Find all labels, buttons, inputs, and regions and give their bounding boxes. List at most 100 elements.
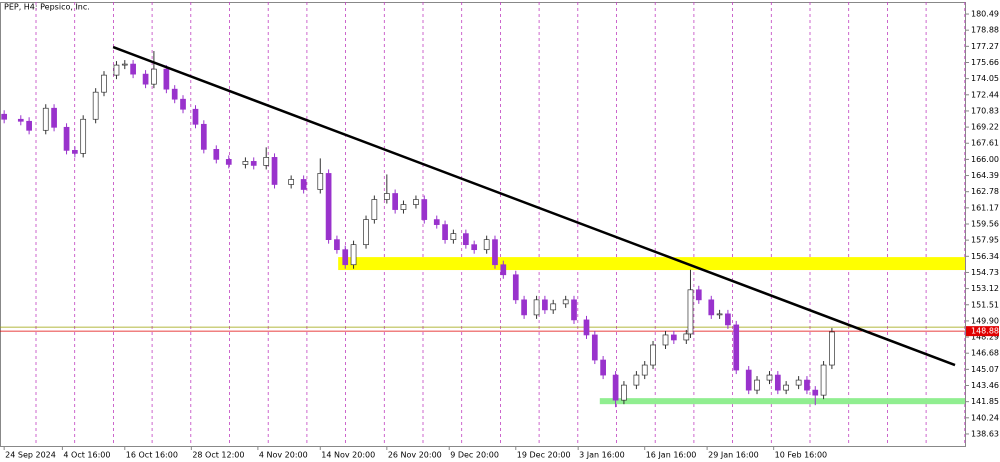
candle-body: [471, 244, 478, 251]
candle-body: [17, 118, 24, 122]
candle-body: [200, 123, 207, 150]
plot-frame: [0, 2, 966, 447]
y-tick-label: 143.46: [971, 381, 999, 390]
candle-body: [463, 233, 469, 246]
candle-body: [450, 233, 457, 240]
candle-body: [263, 157, 270, 166]
y-tick-label: 169.22: [971, 123, 999, 132]
candle-body: [288, 179, 295, 185]
x-tick-label: 19 Dec 20:00: [517, 451, 571, 460]
candle-body: [521, 299, 527, 316]
y-tick-label: 140.24: [971, 413, 999, 422]
candle-body: [829, 331, 835, 366]
x-tick-label: 26 Nov 20:00: [388, 451, 442, 460]
x-tick-label: 4 Nov 20:00: [259, 451, 308, 460]
candle-body: [662, 334, 669, 346]
candle-body: [433, 219, 440, 225]
candle-body: [695, 289, 702, 301]
candle-body: [804, 379, 810, 391]
y-tick-label: 180.49: [971, 10, 999, 19]
candle-body: [442, 224, 448, 240]
candle-body: [101, 74, 107, 93]
x-tick-label: 16 Jan 16:00: [646, 451, 697, 460]
candle-body: [600, 359, 606, 376]
chart-title: PEP, H4: Pepsico, Inc.: [4, 3, 90, 12]
candle-body: [80, 118, 87, 154]
candle-body: [92, 91, 99, 120]
candle-body: [612, 374, 619, 401]
candle-body: [130, 63, 136, 75]
y-tick-label: 138.63: [971, 429, 999, 438]
candle-body: [716, 313, 723, 316]
y-tick-label: 175.66: [971, 58, 999, 67]
candle-body: [363, 219, 369, 246]
candle-body: [180, 98, 186, 110]
y-tick-label: 148.29: [971, 333, 999, 342]
zone: [338, 257, 965, 271]
candle-body: [812, 389, 819, 396]
y-tick-label: 156.34: [971, 252, 999, 261]
candle-body: [783, 384, 789, 391]
candle-body: [325, 173, 332, 240]
y-tick-label: 145.07: [971, 365, 999, 374]
candle-body: [820, 364, 827, 396]
candle-body: [26, 120, 32, 131]
candle-body: [500, 264, 507, 276]
candle-body: [745, 369, 752, 391]
y-tick-label: 162.78: [971, 187, 999, 196]
candle-body: [342, 249, 349, 266]
candle-body: [421, 199, 428, 220]
candle-body: [250, 161, 257, 166]
candle-body: [392, 193, 399, 210]
candle-body: [242, 161, 249, 165]
candle-body: [670, 334, 677, 341]
candle-body: [708, 299, 715, 316]
candle-body: [400, 204, 407, 210]
candle-body: [142, 73, 149, 85]
candle-body: [533, 299, 540, 316]
candle-body: [317, 173, 324, 190]
candle-body: [1, 113, 8, 120]
y-tick-label: 174.05: [971, 74, 999, 83]
candle-body: [334, 239, 340, 251]
x-tick-label: 14 Nov 20:00: [321, 451, 375, 460]
candle-body: [492, 239, 498, 266]
candle-body: [766, 374, 773, 381]
y-tick-label: 157.95: [971, 236, 999, 245]
y-tick-label: 149.90: [971, 316, 999, 325]
candle-body: [795, 379, 802, 386]
x-tick-label: 16 Oct 16:00: [126, 451, 178, 460]
candle-body: [413, 199, 419, 205]
y-tick-label: 170.83: [971, 106, 999, 115]
x-tick-label: 10 Feb 16:00: [775, 451, 827, 460]
candle-body: [42, 107, 49, 131]
y-tick-label: 178.88: [971, 26, 999, 35]
candle-body: [113, 64, 120, 76]
candle-body: [192, 108, 199, 125]
y-tick-label: 164.39: [971, 171, 999, 180]
candle-body: [562, 299, 569, 305]
candle-body: [591, 334, 598, 361]
last-price-label: 148.88: [971, 327, 999, 336]
candle-body: [225, 159, 232, 165]
candle-body: [151, 68, 157, 85]
candle-body: [633, 374, 640, 386]
candle-body: [512, 274, 519, 301]
candle-body: [51, 107, 57, 128]
y-tick-label: 141.85: [971, 397, 999, 406]
candle-body: [571, 299, 577, 321]
candle-body: [733, 324, 740, 371]
y-tick-label: 159.56: [971, 220, 999, 229]
candle-body: [542, 299, 548, 311]
y-tick-label: 177.27: [971, 42, 999, 51]
y-tick-label: 153.12: [971, 284, 999, 293]
candle-body: [621, 384, 627, 401]
candle-body: [641, 364, 648, 376]
candle-body: [63, 126, 70, 151]
candle-body: [774, 374, 781, 391]
candle-body: [583, 319, 590, 336]
candle-body: [383, 193, 390, 200]
candle-body: [725, 313, 731, 326]
x-tick-label: 3 Jan 16:00: [579, 451, 625, 460]
